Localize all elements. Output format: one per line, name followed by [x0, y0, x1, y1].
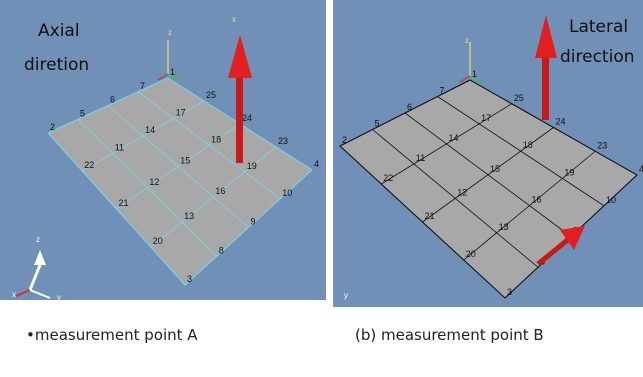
caption: (b) measurement point B [355, 326, 544, 344]
axis-letter: y [57, 293, 61, 302]
node-label: 13 [499, 222, 509, 232]
node-label: 10 [282, 188, 292, 198]
node-label: 8 [219, 245, 224, 255]
node-label: 11 [416, 153, 425, 163]
node-label: 24 [556, 117, 566, 127]
direction-label: Axial [38, 21, 80, 41]
node-label: 15 [180, 156, 190, 166]
node-label: 25 [514, 93, 524, 103]
node-label: 4 [314, 159, 319, 169]
node-label: 5 [80, 108, 85, 118]
axis-letter: z [168, 28, 172, 37]
node-label: 4 [639, 164, 643, 174]
node-label: 18 [211, 134, 221, 144]
node-label: 3 [507, 287, 512, 297]
node-label: 6 [407, 102, 412, 112]
node-label: 9 [251, 217, 256, 227]
node-label: 3 [187, 274, 192, 284]
node-label: 10 [606, 195, 616, 205]
node-label: 2 [342, 135, 347, 145]
node-label: 24 [242, 113, 252, 123]
node-label: 7 [440, 86, 445, 96]
direction-label: direction [560, 47, 635, 67]
node-label: 17 [176, 108, 186, 118]
axis-letter: x [12, 290, 16, 299]
axis-letter: y [344, 291, 348, 300]
node-label: 2 [50, 122, 55, 132]
node-label: 5 [375, 119, 380, 129]
axis-letter: z [465, 36, 469, 45]
node-label: 21 [425, 211, 435, 221]
direction-label: diretion [24, 55, 89, 75]
node-label: 15 [490, 164, 500, 174]
node-label: 12 [457, 187, 467, 197]
axis-letter: z [36, 235, 40, 244]
node-label: 25 [206, 90, 216, 100]
node-label: 12 [149, 177, 159, 187]
node-label: 23 [278, 136, 288, 146]
node-label: 14 [449, 133, 459, 143]
node-label: 18 [523, 140, 533, 150]
node-label: 23 [597, 140, 607, 150]
node-label: 21 [119, 198, 129, 208]
direction-label: Lateral [569, 17, 628, 37]
caption: •measurement point A [26, 326, 198, 344]
node-label: 19 [247, 161, 257, 171]
node-label: 16 [532, 195, 542, 205]
node-label: 19 [564, 167, 574, 177]
figure: 1252423471718191061415169511121382222120… [0, 0, 643, 377]
node-label: 22 [383, 173, 393, 183]
node-label: 11 [115, 143, 124, 153]
axis-letter: x [232, 15, 236, 24]
node-label: 7 [140, 81, 145, 91]
node-label: 22 [84, 160, 94, 170]
node-label: 20 [466, 249, 476, 259]
node-label: 20 [153, 236, 163, 246]
node-label: 16 [215, 186, 225, 196]
node-label: 6 [110, 95, 115, 105]
node-label: 13 [184, 211, 194, 221]
node-label: 17 [481, 113, 491, 123]
node-label: 14 [145, 125, 155, 135]
